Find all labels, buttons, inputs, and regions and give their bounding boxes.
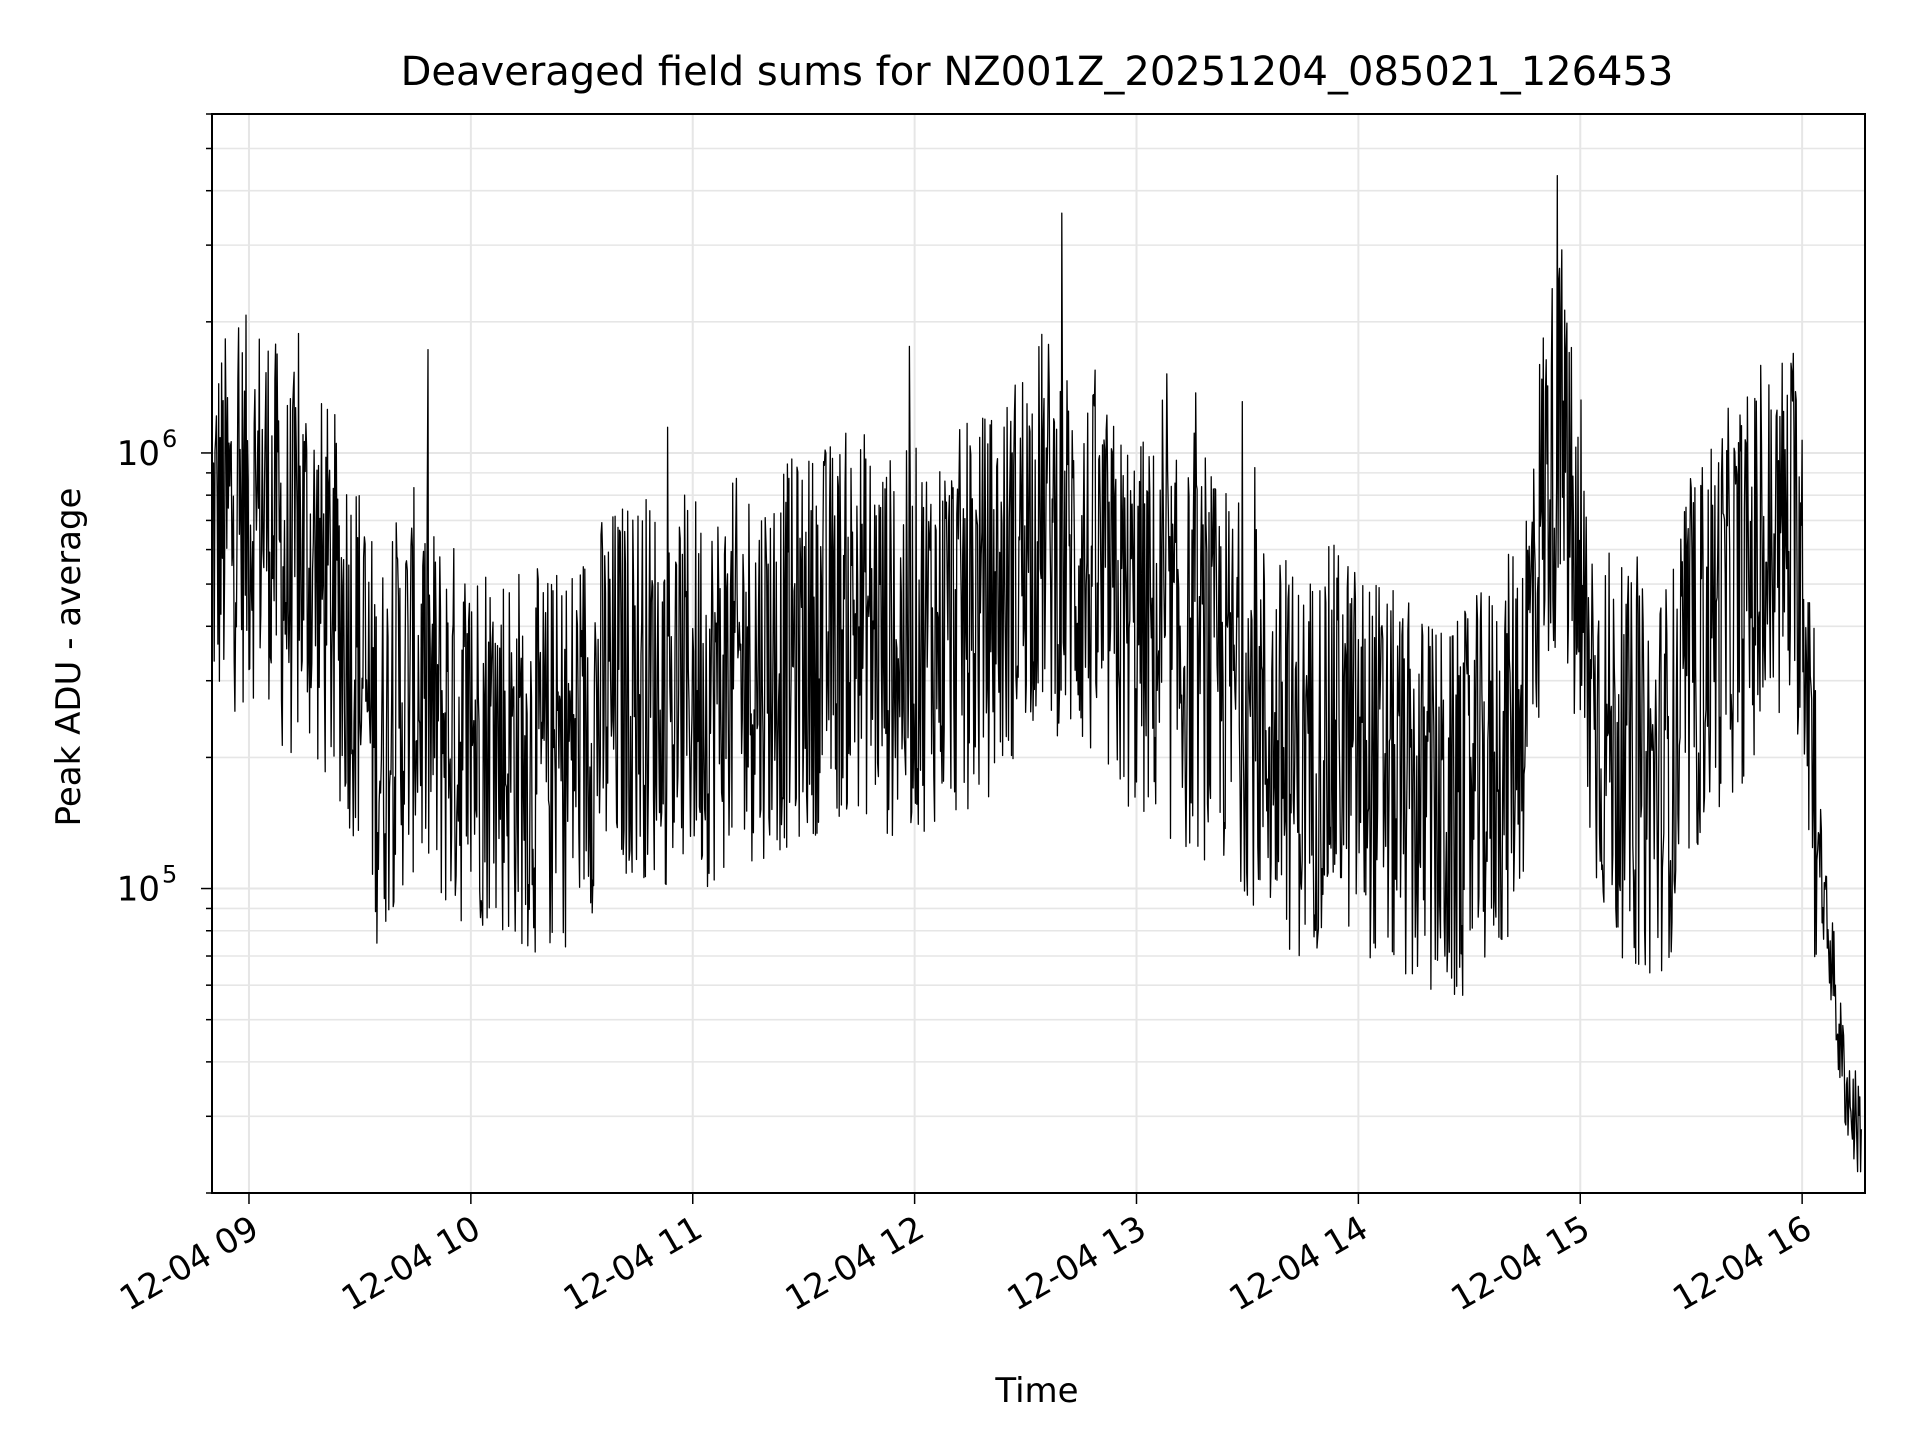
- y-tick-exponent: 5: [162, 861, 177, 889]
- data-line: [211, 174, 1862, 1173]
- y-axis-label: Peak ADU - average: [49, 488, 89, 827]
- x-axis-label: Time: [994, 1371, 1078, 1411]
- y-tick-label: 10: [117, 870, 160, 910]
- y-tick-label: 10: [117, 434, 160, 474]
- y-tick-exponent: 6: [162, 425, 177, 453]
- plot-frame: [211, 113, 1866, 1194]
- chart-title: Deaveraged field sums for NZ001Z_2025120…: [401, 49, 1674, 95]
- data-series-line: [211, 174, 1862, 1173]
